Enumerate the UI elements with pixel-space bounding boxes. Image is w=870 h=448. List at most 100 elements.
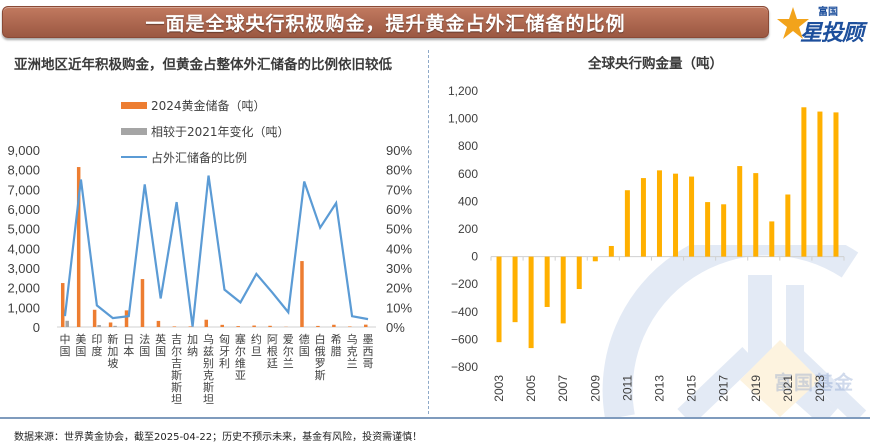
- x-year-label: 2003: [492, 375, 506, 402]
- x-category-char: 尔: [171, 345, 182, 358]
- x-year-label: 2021: [781, 375, 795, 402]
- left-y-tick-label: 7,000: [7, 182, 40, 197]
- star-icon: [777, 7, 809, 39]
- right-chart-title: 全球央行购金量（吨）: [588, 56, 723, 72]
- x-category-char: 坦: [203, 392, 214, 406]
- left-chart-title: 亚洲地区近年积极购金，但黄金占整体外汇储备的比例依旧较低: [14, 57, 392, 73]
- x-year-label: 2013: [652, 375, 666, 402]
- right-y-tick-label: 30%: [386, 261, 412, 276]
- x-category-char: 度: [91, 344, 102, 358]
- right-y-tick-label: 80%: [386, 163, 412, 178]
- x-category-char: 国: [75, 345, 86, 358]
- y-tick-label: −200: [451, 277, 478, 291]
- x-year-label: 2017: [717, 375, 731, 402]
- bar-gold-reserve: [220, 324, 224, 327]
- x-year-label: 2005: [524, 375, 538, 402]
- bar-purchase-2021: [785, 194, 791, 257]
- x-category-char: 吉: [171, 357, 182, 370]
- bar-purchase-2014: [673, 173, 679, 257]
- x-category-label: 墨西哥: [363, 333, 374, 370]
- x-category-char: 法: [139, 332, 150, 346]
- x-category-char: 牙: [219, 346, 230, 358]
- legend-item-gold-reserve: 2024黄金储备（吨）: [121, 92, 290, 118]
- bar-purchase-2010: [608, 245, 614, 257]
- bar-purchase-2008: [576, 256, 582, 290]
- x-year-label: 2023: [813, 375, 827, 402]
- x-year-label: 2015: [685, 375, 699, 402]
- right-y-tick-label: 40%: [386, 241, 412, 256]
- y-tick-label: 0: [471, 250, 478, 264]
- x-category-char: 坡: [107, 357, 118, 370]
- bar-purchase-2005: [528, 256, 534, 349]
- bar-purchase-2009: [592, 256, 598, 262]
- right-y-tick-label: 50%: [386, 222, 412, 237]
- x-year-label: 2011: [620, 375, 634, 401]
- right-y-tick-label: 70%: [386, 182, 412, 197]
- y-tick-label: 600: [458, 167, 478, 181]
- x-category-char: 尔: [283, 345, 294, 358]
- legend-item-ratio: 占外汇储备的比例: [121, 144, 290, 170]
- x-category-char: 斯: [203, 381, 214, 394]
- legend-swatch-gray: [121, 127, 147, 135]
- y-tick-label: 1,200: [448, 84, 478, 98]
- bar-gold-reserve: [268, 325, 272, 327]
- bar-gold-reserve: [108, 322, 113, 327]
- x-category-char: 阿: [267, 333, 278, 346]
- right-chart: −800 −600 −400 −200 0 200 400 600 800 1,000 1,200 2…: [448, 84, 845, 402]
- x-category-label: 日本: [123, 334, 134, 358]
- x-category-char: 克: [203, 369, 214, 382]
- x-category-char: 墨: [363, 333, 374, 346]
- legend-swatch-line: [121, 156, 147, 158]
- bar-gold-reserve: [76, 167, 81, 327]
- y-tick-label: 1,000: [448, 112, 478, 126]
- x-category-label: 美国: [75, 333, 86, 358]
- bar-gold-reserve: [348, 326, 352, 327]
- y-tick-label: 800: [458, 139, 478, 153]
- y-tick-label: −600: [451, 332, 478, 346]
- y-tick-label: −400: [451, 305, 478, 319]
- x-category-char: 新: [107, 332, 118, 346]
- x-category-char: 旦: [251, 346, 262, 358]
- x-category-char: 本: [123, 344, 134, 358]
- bar-gold-reserve: [156, 320, 161, 327]
- right-y-tick-label: 10%: [386, 300, 412, 315]
- left-legend: 2024黄金储备（吨） 相较于2021年变化（吨） 占外汇储备的比例: [121, 92, 290, 170]
- bar-purchase-2019: [753, 173, 759, 257]
- x-category-char: 根: [267, 344, 278, 358]
- x-category-label: 希腊: [331, 332, 342, 358]
- x-category-char: 希: [331, 332, 342, 346]
- x-category-char: 中: [59, 333, 70, 346]
- bar-purchase-2016: [705, 202, 711, 257]
- x-category-label: 乌克兰: [347, 332, 358, 370]
- x-category-char: 克: [347, 345, 358, 358]
- bar-purchase-2020: [769, 221, 775, 257]
- left-y-tick-label: 0: [33, 320, 40, 335]
- left-y-tick-label: 3,000: [7, 261, 40, 276]
- bar-gold-reserve: [92, 309, 97, 327]
- legend-item-change: 相较于2021年变化（吨）: [121, 118, 290, 144]
- x-category-label: 中国: [59, 333, 70, 358]
- x-category-label: 英国: [155, 332, 166, 358]
- x-category-label: 约旦: [251, 333, 262, 358]
- bar-gold-reserve: [236, 326, 240, 327]
- left-y-tick-label: 8,000: [7, 163, 40, 178]
- x-category-char: 哥: [363, 357, 374, 370]
- x-year-label: 2009: [588, 375, 602, 402]
- right-y-tick-label: 60%: [386, 202, 412, 217]
- x-category-label: 爱尔兰: [283, 333, 294, 370]
- banner-title: 一面是全球央行积极购金，提升黄金占外汇储备的比例: [145, 12, 626, 35]
- title-banner: 一面是全球央行积极购金，提升黄金占外汇储备的比例: [2, 6, 769, 38]
- x-category-char: 塞: [235, 332, 246, 346]
- bar-purchase-2015: [689, 176, 695, 257]
- bar-purchase-2003: [496, 256, 502, 343]
- bar-purchase-2023: [817, 111, 823, 257]
- bar-purchase-2011: [624, 190, 630, 257]
- x-category-char: 印: [91, 333, 102, 346]
- bar-purchase-2013: [656, 170, 662, 257]
- x-category-char: 兰: [283, 357, 294, 370]
- right-y-tick-label: 0%: [386, 320, 405, 335]
- x-category-char: 吉: [171, 333, 182, 346]
- x-category-label: 印度: [91, 333, 102, 358]
- bar-purchase-2024: [833, 112, 839, 257]
- bar-gold-reserve: [300, 261, 304, 327]
